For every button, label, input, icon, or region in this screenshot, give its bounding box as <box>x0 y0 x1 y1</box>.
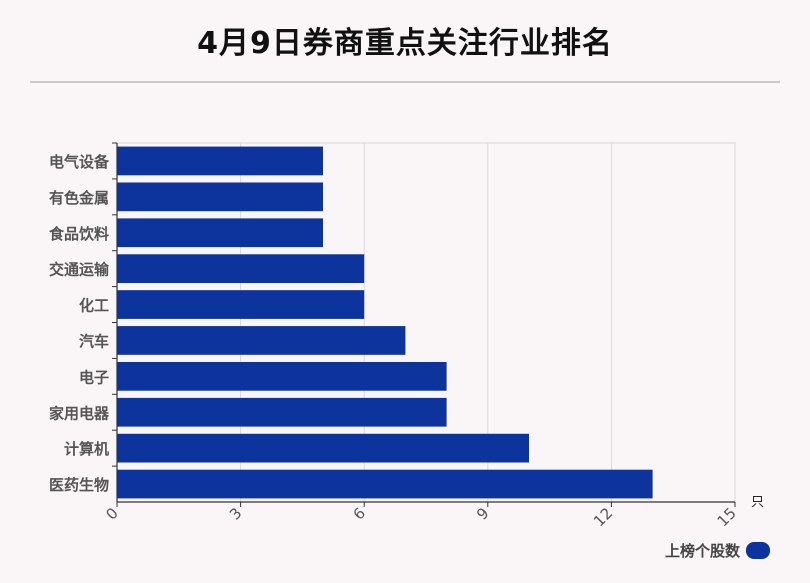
title-divider <box>30 81 780 83</box>
y-tick-label: 计算机 <box>64 440 109 458</box>
bar-5 <box>117 290 365 319</box>
x-tick-label: 12 <box>590 504 616 530</box>
y-tick-label: 交通运输 <box>49 261 110 279</box>
bar-6 <box>117 326 406 355</box>
x-tick-label: 0 <box>102 504 121 523</box>
x-tick-label: 15 <box>714 504 740 530</box>
y-tick-label: 食品饮料 <box>49 225 109 243</box>
y-tick-label: 电子 <box>79 368 109 386</box>
x-tick-label: 9 <box>473 504 492 523</box>
bar-7 <box>117 361 447 391</box>
y-tick-label: 家用电器 <box>49 404 110 422</box>
bar-8 <box>117 397 447 427</box>
bar-10 <box>117 469 653 499</box>
x-tick-label: 3 <box>226 504 245 523</box>
legend-label: 上榜个股数 <box>664 542 740 560</box>
chart-title: 4月9日券商重点关注行业排名 <box>197 26 613 61</box>
y-tick-label: 汽车 <box>79 332 109 350</box>
x-unit-label: 只 <box>751 495 764 510</box>
legend-swatch <box>746 542 770 559</box>
y-tick-label: 有色金属 <box>49 189 109 207</box>
bar-2 <box>117 182 323 212</box>
bar-3 <box>117 218 323 248</box>
y-tick-label: 电气设备 <box>49 153 110 171</box>
y-tick-label: 医药生物 <box>49 476 109 494</box>
legend[interactable]: 上榜个股数 <box>665 540 770 561</box>
bar-9 <box>117 433 529 463</box>
y-tick-label: 化工 <box>79 297 109 315</box>
bar-1 <box>117 146 323 176</box>
x-tick-label: 6 <box>350 504 369 523</box>
bar-4 <box>117 254 365 284</box>
